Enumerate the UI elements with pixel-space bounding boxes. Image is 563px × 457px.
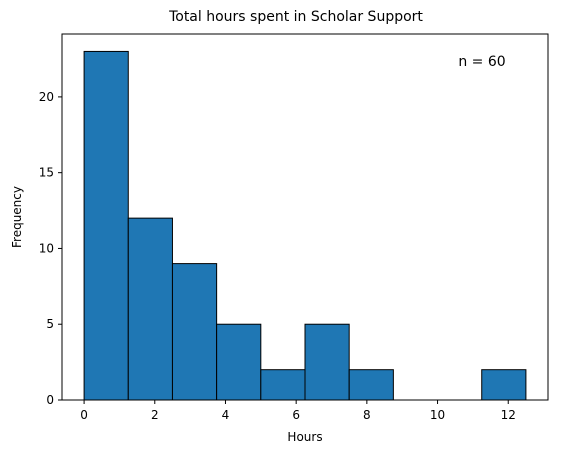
histogram-bar-10 — [481, 369, 527, 401]
histogram-bar-4 — [216, 323, 262, 401]
bars-group — [83, 50, 527, 401]
y-tick-label: 5 — [46, 317, 54, 331]
histogram-bar-1 — [83, 50, 129, 401]
x-ticks-group: 0 2 4 6 8 10 12 — [80, 400, 516, 422]
x-tick-label: 4 — [222, 408, 230, 422]
y-tick-label: 0 — [46, 393, 54, 407]
histogram-bar-5 — [260, 369, 306, 401]
chart-title: Total hours spent in Scholar Support — [168, 9, 423, 25]
y-axis-label: Frequency — [10, 186, 24, 248]
x-axis-label: Hours — [287, 430, 322, 444]
axes-frame — [61, 33, 549, 401]
y-tick-label: 20 — [39, 90, 54, 104]
x-tick-label: 8 — [363, 408, 371, 422]
x-tick-label: 10 — [430, 408, 445, 422]
histogram-bar-3 — [171, 263, 218, 401]
histogram-bar-2 — [127, 217, 173, 401]
x-tick-label: 2 — [151, 408, 159, 422]
x-tick-label: 0 — [80, 408, 88, 422]
sample-size-annotation: n = 60 — [458, 54, 505, 70]
y-tick-label: 10 — [39, 241, 54, 255]
histogram-bar-6 — [304, 323, 350, 401]
x-tick-label: 6 — [292, 408, 300, 422]
x-tick-label: 12 — [501, 408, 516, 422]
y-ticks-group: 0 5 10 15 20 — [39, 90, 62, 407]
histogram-bar-7 — [348, 369, 394, 401]
y-tick-label: 15 — [39, 166, 54, 180]
